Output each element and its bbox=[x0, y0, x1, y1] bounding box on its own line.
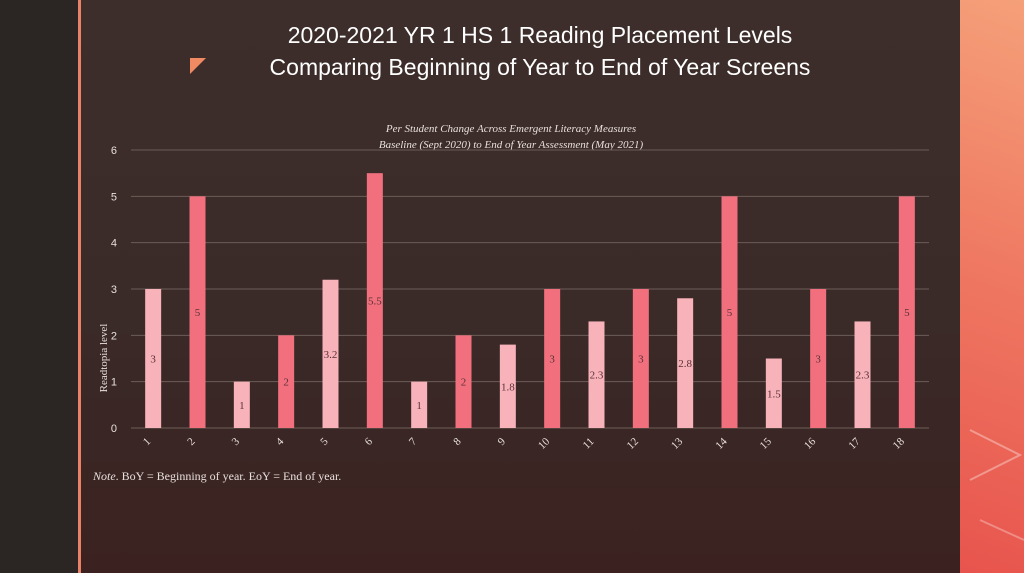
chart-title: Per Student Change Across Emergent Liter… bbox=[385, 123, 636, 135]
data-label: 1.8 bbox=[501, 381, 515, 393]
y-tick-label: 6 bbox=[111, 145, 117, 157]
x-tick-label: 10 bbox=[536, 435, 553, 452]
slide-title: 2020-2021 YR 1 HS 1 Reading Placement Le… bbox=[287, 22, 793, 48]
bar bbox=[765, 358, 782, 428]
data-label: 2 bbox=[461, 377, 467, 389]
bar bbox=[278, 335, 295, 428]
y-tick-label: 5 bbox=[111, 191, 117, 203]
right-decorative-panel bbox=[960, 0, 1024, 573]
x-tick-label: 6 bbox=[363, 435, 376, 448]
bar bbox=[233, 381, 250, 428]
bars bbox=[145, 173, 915, 428]
x-tick-label: 11 bbox=[581, 436, 597, 452]
y-tick-label: 2 bbox=[111, 330, 117, 342]
x-tick-label: 13 bbox=[669, 435, 686, 452]
bar bbox=[721, 196, 738, 428]
bar bbox=[588, 321, 605, 428]
bar bbox=[898, 196, 915, 428]
data-label: 3 bbox=[150, 354, 156, 366]
x-tick-label: 12 bbox=[625, 436, 641, 452]
data-label: 3.2 bbox=[324, 349, 338, 361]
data-label: 5 bbox=[195, 307, 201, 319]
data-label: 1.5 bbox=[767, 388, 781, 400]
x-tick-label: 17 bbox=[846, 435, 863, 452]
triangle-bullet-icon bbox=[190, 58, 206, 74]
x-tick-label: 14 bbox=[713, 435, 730, 452]
bar bbox=[544, 289, 561, 428]
data-label: 1 bbox=[239, 400, 245, 412]
bar bbox=[189, 196, 206, 428]
data-labels: 3 5 1 2 3.2 5.5 1 2 1.8 3 2.3 3 2.8 5 1.5 3 2.3 5 bbox=[150, 296, 910, 412]
x-tick-label: 16 bbox=[802, 435, 819, 452]
data-label: 5 bbox=[904, 307, 910, 319]
data-label: 5.5 bbox=[368, 296, 382, 308]
bar bbox=[854, 321, 871, 428]
data-label: 2 bbox=[283, 377, 289, 389]
bar bbox=[366, 173, 383, 428]
bar-chart: Per Student Change Across Emergent Liter… bbox=[98, 123, 929, 452]
bar bbox=[677, 298, 694, 428]
bar bbox=[810, 289, 827, 428]
note-label: Note bbox=[93, 469, 116, 483]
bar bbox=[145, 289, 162, 428]
bar bbox=[455, 335, 472, 428]
gridlines bbox=[131, 149, 929, 429]
y-axis-ticks: 0 1 2 3 4 5 6 bbox=[111, 145, 117, 435]
y-axis-label: Readtopia level bbox=[98, 324, 110, 393]
note-text: . BoY = Beginning of year. EoY = End of … bbox=[115, 469, 342, 483]
bar bbox=[632, 289, 649, 428]
data-label: 2.3 bbox=[856, 370, 870, 382]
data-label: 5 bbox=[727, 307, 733, 319]
x-tick-label: 5 bbox=[318, 435, 331, 448]
y-tick-label: 0 bbox=[111, 423, 117, 435]
x-axis-ticks: 1 2 3 4 5 6 7 8 9 10 11 12 13 14 15 16 17 18 bbox=[141, 435, 907, 452]
data-label: 3 bbox=[815, 354, 821, 366]
chevron-decoration-icon bbox=[969, 429, 1024, 541]
data-label: 2.8 bbox=[678, 358, 692, 370]
x-tick-label: 4 bbox=[274, 435, 287, 448]
x-tick-label: 18 bbox=[891, 435, 908, 452]
bar bbox=[322, 279, 339, 428]
bar bbox=[499, 344, 516, 428]
x-tick-label: 1 bbox=[141, 436, 153, 448]
left-sidebar-band bbox=[0, 0, 78, 573]
slide-background bbox=[81, 0, 960, 573]
x-tick-label: 3 bbox=[230, 435, 243, 448]
chart-note: Note. BoY = Beginning of year. EoY = End… bbox=[93, 469, 341, 484]
data-label: 3 bbox=[549, 354, 555, 366]
y-tick-label: 1 bbox=[111, 377, 117, 389]
data-label: 1 bbox=[416, 400, 422, 412]
y-tick-label: 3 bbox=[111, 284, 117, 296]
x-tick-label: 9 bbox=[496, 435, 509, 448]
x-tick-label: 2 bbox=[185, 436, 197, 448]
left-accent-line bbox=[78, 0, 81, 573]
chart-subtitle: Baseline (Sept 2020) to End of Year Asse… bbox=[379, 139, 644, 151]
x-tick-label: 8 bbox=[451, 435, 464, 448]
slide-subtitle: Comparing Beginning of Year to End of Ye… bbox=[269, 54, 811, 80]
x-tick-label: 7 bbox=[407, 435, 420, 448]
data-label: 2.3 bbox=[590, 370, 604, 382]
x-tick-label: 15 bbox=[758, 435, 775, 452]
data-label: 3 bbox=[638, 354, 644, 366]
bar bbox=[411, 381, 428, 428]
y-tick-label: 4 bbox=[111, 238, 117, 250]
